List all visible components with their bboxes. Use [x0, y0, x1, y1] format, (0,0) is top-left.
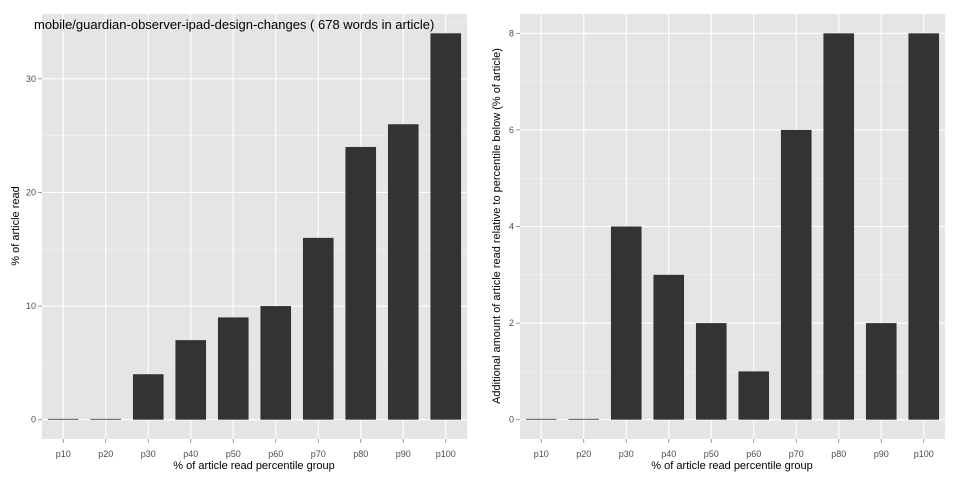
y-tick-label: 20 — [26, 187, 36, 197]
bar-p50 — [695, 323, 727, 420]
y-tick-label: 2 — [509, 318, 514, 328]
x-tick-label: p100 — [914, 449, 934, 459]
y-axis-title-right: Additional amount of article read relati… — [491, 48, 503, 404]
bar-p10 — [525, 418, 557, 420]
bars-left — [47, 33, 462, 420]
y-tick-label: 4 — [509, 222, 514, 232]
y-ticks-right: 0 2 4 6 8 — [509, 28, 520, 425]
y-tick-label: 6 — [509, 125, 514, 135]
x-tick-label: p50 — [704, 449, 719, 459]
x-tick-label: p20 — [576, 449, 591, 459]
bar-p50 — [217, 317, 249, 420]
x-axis-title-left: % of article read percentile group — [173, 460, 334, 472]
bar-p90 — [865, 323, 897, 420]
bar-p30 — [132, 374, 164, 420]
bar-p30 — [610, 226, 642, 420]
y-tick-label: 0 — [31, 415, 36, 425]
x-tick-label: p10 — [56, 449, 71, 459]
bar-p80 — [823, 33, 855, 420]
bar-p60 — [738, 371, 770, 420]
x-axis-title-right: % of article read percentile group — [651, 460, 812, 472]
y-tick-label: 0 — [509, 415, 514, 425]
x-tick-label: p50 — [226, 449, 241, 459]
bar-p80 — [345, 146, 377, 420]
x-ticks-right: p10 p20 p30 p40 p50 p60 p70 p80 p90 p100 — [534, 439, 934, 459]
x-tick-label: p80 — [353, 449, 368, 459]
bar-p70 — [780, 129, 812, 420]
bar-p90 — [387, 124, 419, 420]
x-tick-label: p90 — [396, 449, 411, 459]
y-tick-label: 8 — [509, 28, 514, 38]
x-tick-label: p40 — [183, 449, 198, 459]
bar-p20 — [90, 418, 122, 420]
y-tick-label: 30 — [26, 74, 36, 84]
x-ticks-left: p10 p20 p30 p40 p50 p60 p70 p80 p90 p100 — [56, 439, 456, 459]
y-ticks-left: 0 10 20 30 — [26, 74, 42, 425]
x-tick-label: p40 — [661, 449, 676, 459]
bar-p60 — [260, 306, 292, 420]
gridlines-left — [42, 14, 467, 439]
x-tick-label: p60 — [268, 449, 283, 459]
x-tick-label: p60 — [746, 449, 761, 459]
bar-p40 — [653, 274, 685, 420]
chart-right: 0 2 4 6 8 p10 p20 p30 p40 p50 p60 p70 p80 p90 p100 % … — [491, 14, 945, 472]
x-tick-label: p30 — [619, 449, 634, 459]
bar-p40 — [175, 340, 207, 420]
bars-right — [525, 33, 940, 420]
x-tick-label: p80 — [831, 449, 846, 459]
x-tick-label: p100 — [436, 449, 456, 459]
bar-p70 — [302, 237, 334, 420]
x-tick-label: p10 — [534, 449, 549, 459]
bar-p100 — [908, 33, 940, 420]
x-tick-label: p70 — [311, 449, 326, 459]
y-axis-title-left: % of article read — [10, 186, 22, 265]
y-tick-label: 10 — [26, 301, 36, 311]
bar-p20 — [568, 418, 600, 420]
x-tick-label: p30 — [141, 449, 156, 459]
x-tick-label: p90 — [874, 449, 889, 459]
chart-title-left: mobile/guardian-observer-ipad-design-cha… — [34, 17, 434, 32]
bar-p10 — [47, 418, 79, 420]
bar-p100 — [430, 33, 462, 420]
x-tick-label: p20 — [98, 449, 113, 459]
x-tick-label: p70 — [789, 449, 804, 459]
